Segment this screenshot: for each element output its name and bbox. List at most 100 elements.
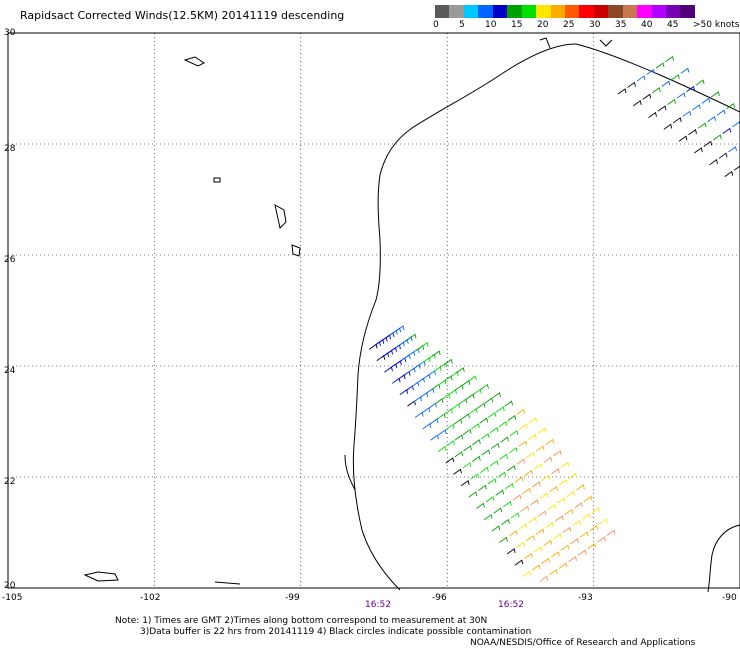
wind-barb [498,420,508,428]
wind-barb [680,67,690,74]
mexico-coast-south [344,454,356,491]
wind-barb [531,481,541,488]
wind-barb [556,497,566,504]
wind-barb [468,491,478,498]
wind-speed-legend [435,5,695,18]
wind-barb [724,170,734,177]
legend-swatch [680,5,695,18]
legend-swatch [463,5,479,18]
wind-barb [648,111,657,119]
wind-barb [468,408,478,415]
map-frame [7,32,740,589]
wind-barb [663,123,673,130]
wind-barb [524,552,533,560]
wind-barb [535,528,545,535]
wind-barb [726,103,736,110]
wind-barb [535,445,545,452]
wind-barb [460,479,470,487]
small-island-5 [214,581,241,585]
wind-barb [552,533,562,540]
wind-barb [713,134,722,141]
wind-barbs [368,55,740,582]
wind-barb [414,411,424,418]
wind-barb [539,492,549,499]
wind-barb [519,423,528,430]
wind-barb [579,531,589,538]
legend-label: 25 [563,20,575,30]
wind-barb [516,408,526,416]
legend-label: 30 [589,20,601,30]
wind-barb [693,147,703,154]
louisiana-coast [575,43,740,113]
grid-lines [7,32,740,589]
wind-barb [686,85,696,93]
wind-barb [514,559,524,566]
wind-barb [453,418,463,425]
wind-barb [481,449,491,456]
wind-barb [661,80,671,87]
wind-barb [422,423,432,430]
small-island-4 [213,177,221,183]
lon-tick-90: -90 [722,593,737,603]
wind-barb [560,461,570,468]
lon-tick-102: -102 [140,593,161,603]
wind-barb [682,110,692,117]
wind-barb [545,521,555,529]
wind-barb [476,402,486,409]
wind-barb [549,569,558,576]
wind-barb [516,541,526,548]
lat-tick-28: 28 [4,144,16,154]
wind-barb [606,529,616,536]
legend-label: 0 [433,20,439,30]
wind-barb [568,472,578,480]
wind-barb [671,74,680,81]
wind-barb [597,536,606,543]
lat-tick-24: 24 [4,366,16,376]
wind-barb [627,81,636,88]
legend-swatch [478,5,493,18]
wind-barb [490,442,500,450]
wind-barb [665,55,675,62]
small-island-3 [291,244,301,257]
wind-barb [465,393,475,400]
wind-barb [655,62,665,69]
wind-barb [545,438,555,446]
wind-barb [678,135,688,142]
legend-label: 35 [615,20,627,30]
wind-barb [500,436,509,443]
wind-barb [504,400,514,407]
wind-barb [642,93,652,100]
lon-tick-93: -93 [578,593,593,603]
lon-tick-96: -96 [432,593,447,603]
legend-swatch [637,5,652,18]
wind-barb [436,413,446,420]
wind-barb [506,548,516,555]
wind-barb [676,92,686,99]
wind-barb [489,460,499,467]
wind-barb [484,397,494,404]
wind-barb [505,483,514,490]
wind-barb [543,456,553,463]
wind-barb [547,504,556,511]
wind-barb [506,465,516,472]
wind-barb [470,473,480,480]
wind-barb [577,549,587,556]
wind-barb [453,468,462,475]
wind-barb [562,526,572,533]
wind-barb [703,140,713,147]
wind-barb [454,434,464,441]
wind-barb [501,518,510,525]
wind-barb [434,398,444,405]
wind-barb [553,450,562,457]
wind-barb [446,440,455,447]
wind-barb [496,406,505,413]
small-island-2 [274,204,287,230]
wind-barb [468,375,477,382]
wind-barb [454,451,464,458]
lon-tick-99: -99 [285,593,300,603]
wind-barb [483,514,493,521]
wind-barb [617,88,627,95]
map-title: Rapidsact Corrected Winds(12.5KM) 201411… [20,9,345,22]
wind-barb [437,445,447,452]
